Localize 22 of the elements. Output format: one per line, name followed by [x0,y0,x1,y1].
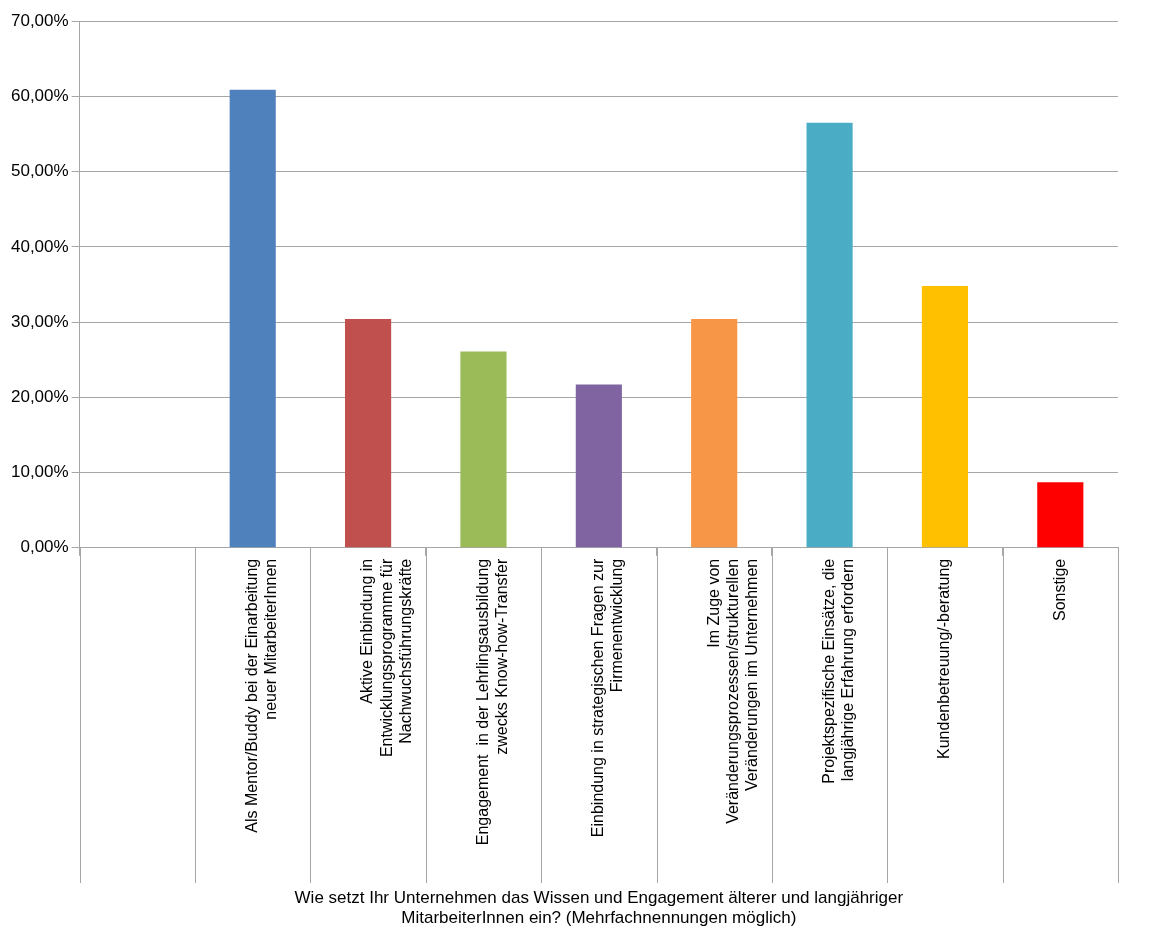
y-tick-label: 20,00% [10,387,69,407]
x-tick-label: Als Mentor/Buddy bei der Einarbeitung neuer MitarbeiterInnen [243,558,280,833]
x-tick-label: Sonstige [1050,558,1068,622]
x-tick-label: Projektspezifische Einsätze, die langjährige Erfahrung erfordern [819,558,857,784]
x-tick-label: Engagement in der Lehrlingsausbildung zwecks Know-how-Transfer [473,558,511,846]
bar [1037,482,1084,548]
bar [345,319,392,548]
y-tick-label: 30,00% [10,311,69,331]
y-tick-label: 10,00% [10,462,69,482]
x-axis-title: Wie setzt Ihr Unternehmen das Wissen und Engagement älterer und langjähriger MitarbeiterInnen ein? (Mehrfachnennungen möglich) [294,888,904,928]
y-tick-label: 0,00% [20,537,69,557]
bar [691,319,738,548]
x-tick-label: Kundenbetreuung/-beratung [935,558,953,759]
bar [229,89,276,548]
bar [806,122,853,548]
y-tick-label: 60,00% [10,86,69,106]
y-tick-label: 40,00% [10,236,69,256]
y-tick-label: 70,00% [10,10,69,30]
bar [575,384,622,548]
bar [921,285,969,548]
bar [460,351,507,548]
y-tick-label: 50,00% [10,161,69,181]
